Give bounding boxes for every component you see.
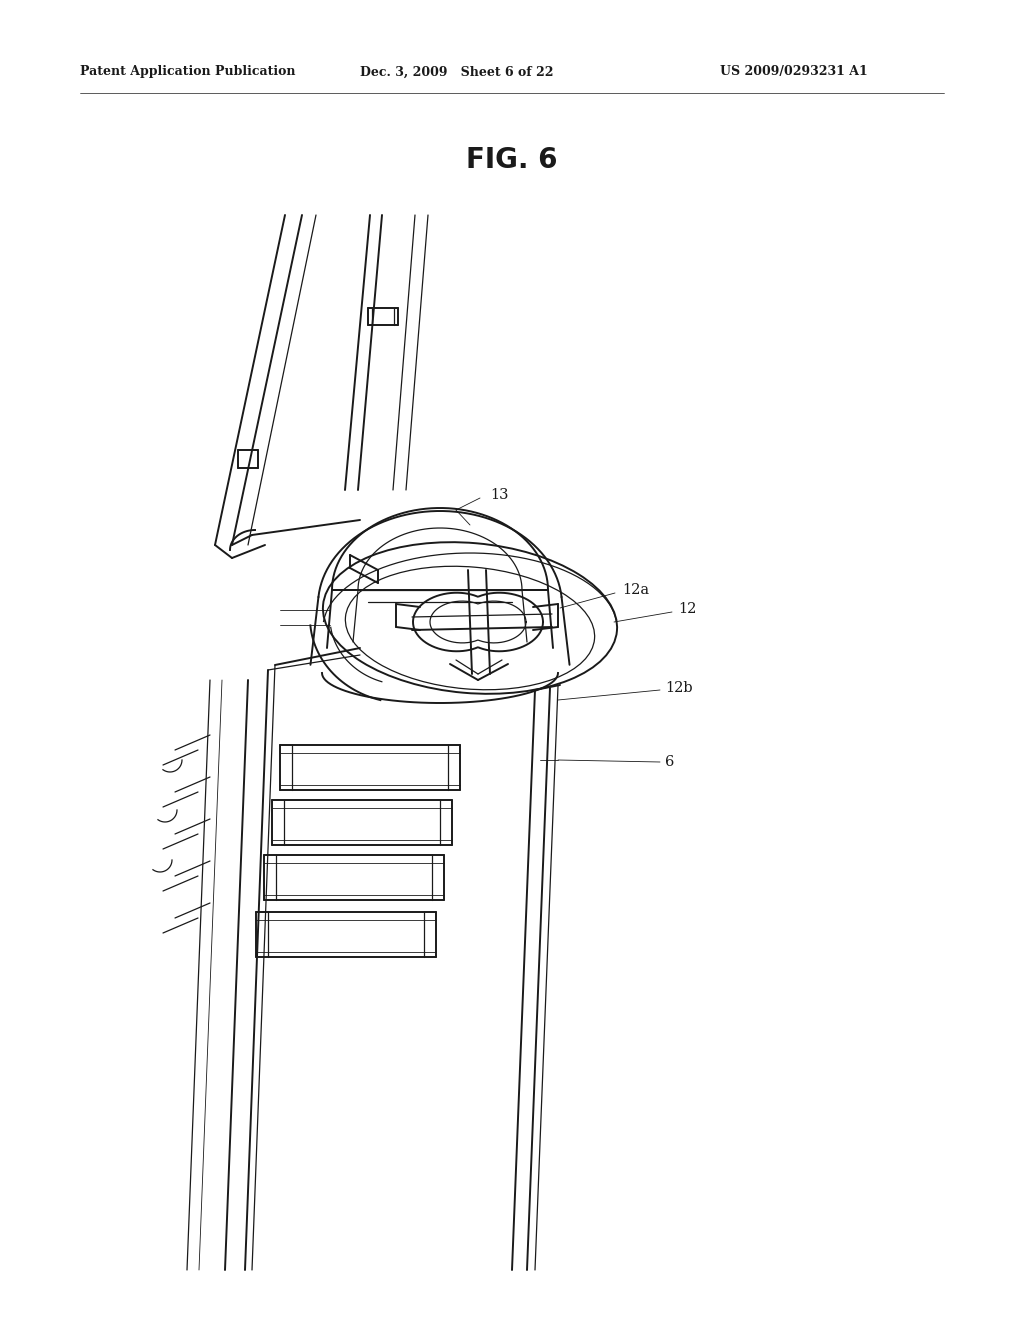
Text: US 2009/0293231 A1: US 2009/0293231 A1 <box>720 66 867 78</box>
Text: FIG. 6: FIG. 6 <box>466 147 558 174</box>
Text: 13: 13 <box>490 488 509 502</box>
Text: 6: 6 <box>665 755 675 770</box>
Text: 12a: 12a <box>622 583 649 597</box>
Text: Dec. 3, 2009   Sheet 6 of 22: Dec. 3, 2009 Sheet 6 of 22 <box>360 66 554 78</box>
Text: Patent Application Publication: Patent Application Publication <box>80 66 296 78</box>
Text: 12: 12 <box>678 602 696 616</box>
Text: 12b: 12b <box>665 681 692 696</box>
